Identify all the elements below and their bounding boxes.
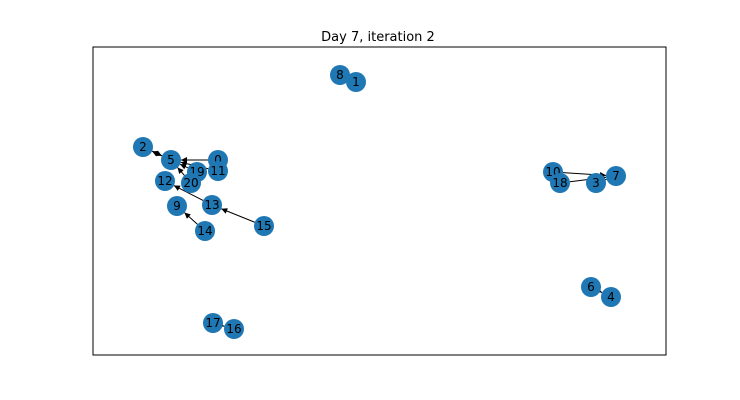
node-circle-13 <box>202 195 222 215</box>
node-circle-5 <box>161 150 181 170</box>
node-circle-7 <box>606 166 626 186</box>
node-circle-14 <box>195 221 215 241</box>
node-12: 12 <box>155 171 175 191</box>
node-13: 13 <box>202 195 222 215</box>
node-label-6: 6 <box>587 280 595 294</box>
node-3: 3 <box>586 173 606 193</box>
node-label-1: 1 <box>352 75 360 89</box>
node-circle-17 <box>203 313 223 333</box>
node-8: 8 <box>330 65 350 85</box>
node-label-11: 11 <box>210 164 225 178</box>
edge-6-to-4 <box>595 287 603 293</box>
node-17: 17 <box>203 313 223 333</box>
node-circle-8 <box>330 65 350 85</box>
node-7: 7 <box>606 166 626 186</box>
node-9: 9 <box>167 196 187 216</box>
node-4: 4 <box>601 287 621 307</box>
node-20: 20 <box>181 173 201 193</box>
node-label-12: 12 <box>157 174 172 188</box>
edge-20-to-5 <box>177 167 185 176</box>
plot-frame <box>92 46 667 356</box>
node-label-2: 2 <box>139 140 147 154</box>
node-label-7: 7 <box>612 169 620 183</box>
edge-15-to-13 <box>221 208 255 223</box>
node-circle-3 <box>586 173 606 193</box>
chart-title: Day 7, iteration 2 <box>321 30 435 45</box>
node-label-17: 17 <box>205 316 220 330</box>
node-label-9: 9 <box>173 199 181 213</box>
edge-2-to-5 <box>151 150 163 157</box>
edge-17-to-16 <box>217 321 225 328</box>
node-label-8: 8 <box>336 68 344 82</box>
node-label-5: 5 <box>167 153 175 167</box>
node-label-15: 15 <box>256 219 271 233</box>
node-11: 11 <box>208 161 228 181</box>
edge-13-to-12 <box>173 185 204 201</box>
node-circle-12 <box>155 171 175 191</box>
node-6: 6 <box>581 277 601 297</box>
node-18: 18 <box>550 173 570 193</box>
node-circle-16 <box>224 319 244 339</box>
node-label-20: 20 <box>183 176 198 190</box>
node-1: 1 <box>346 72 366 92</box>
node-circle-4 <box>601 287 621 307</box>
node-circle-6 <box>581 277 601 297</box>
node-label-3: 3 <box>592 176 600 190</box>
node-16: 16 <box>224 319 244 339</box>
node-label-14: 14 <box>197 224 212 238</box>
node-label-13: 13 <box>204 198 219 212</box>
edge-19-to-5 <box>179 163 189 170</box>
node-circle-11 <box>208 161 228 181</box>
node-label-18: 18 <box>552 176 567 190</box>
node-2: 2 <box>133 137 153 157</box>
node-label-4: 4 <box>607 290 615 304</box>
node-circle-18 <box>550 173 570 193</box>
node-5: 5 <box>161 150 181 170</box>
node-label-0: 0 <box>214 153 222 167</box>
node-circle-2 <box>133 137 153 157</box>
node-14: 14 <box>195 221 215 241</box>
edge-14-to-9 <box>184 212 198 225</box>
node-15: 15 <box>254 216 274 236</box>
node-circle-15 <box>254 216 274 236</box>
node-circle-20 <box>181 173 201 193</box>
node-circle-9 <box>167 196 187 216</box>
node-circle-1 <box>346 72 366 92</box>
node-label-16: 16 <box>226 322 241 336</box>
